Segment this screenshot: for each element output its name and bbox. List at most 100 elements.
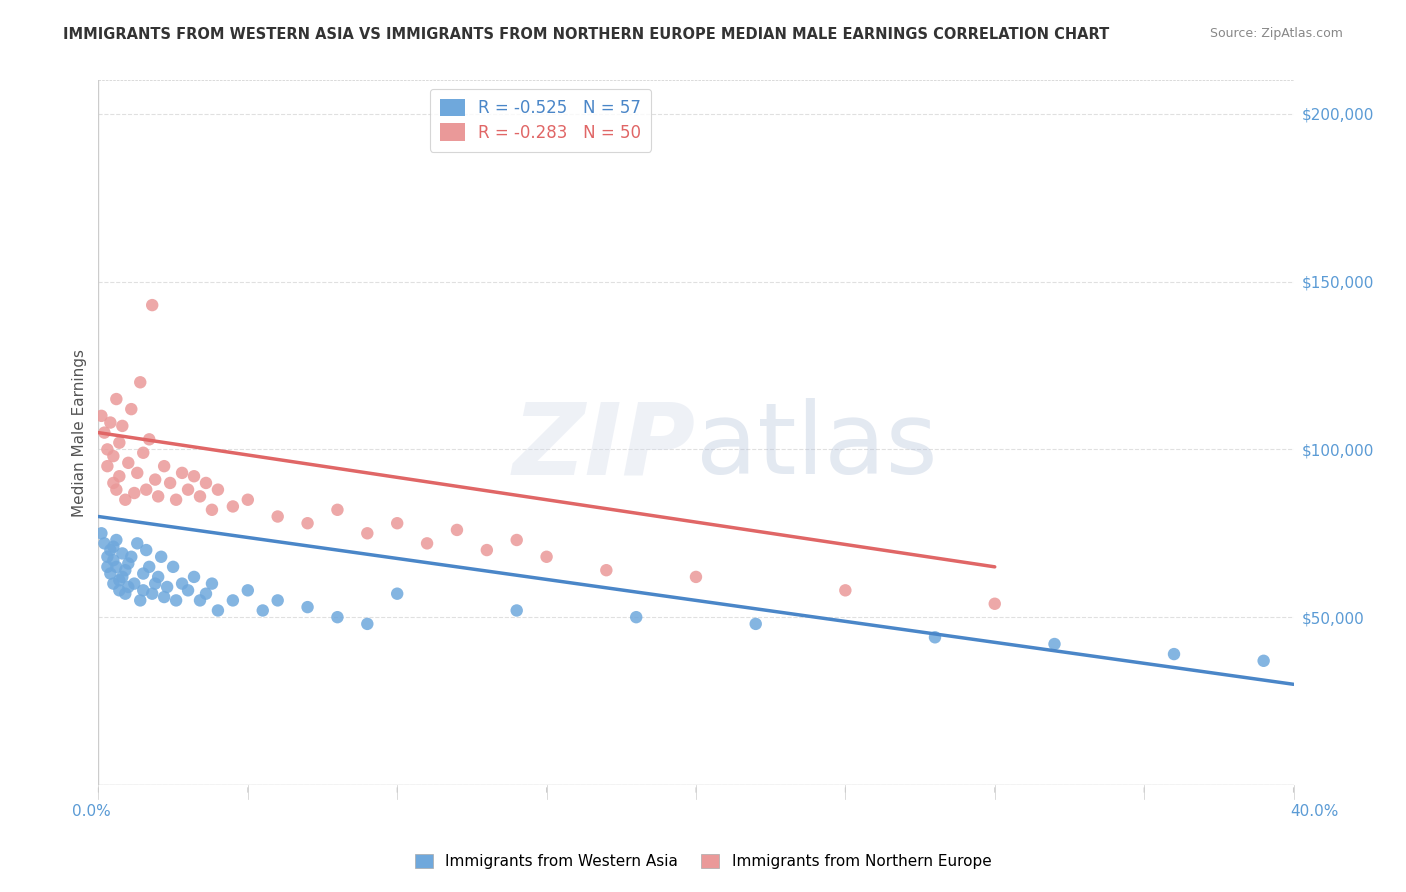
Point [135, 483, 157, 497]
Point [745, 616, 768, 631]
Point [165, 593, 187, 607]
Point [165, 492, 187, 507]
Point [150, 549, 173, 564]
Point [148, 570, 170, 584]
Point [356, 526, 378, 541]
Point [924, 630, 946, 644]
Point [141, 587, 163, 601]
Point [105, 559, 128, 574]
Point [153, 590, 176, 604]
Point [132, 446, 155, 460]
Point [236, 492, 259, 507]
Text: atlas: atlas [696, 398, 938, 495]
Point [108, 435, 131, 450]
Point [143, 473, 166, 487]
Point [148, 489, 170, 503]
Point [153, 459, 176, 474]
Point [103, 540, 125, 554]
Point [120, 402, 142, 417]
Point [105, 483, 128, 497]
Point [90, 526, 112, 541]
Point [117, 456, 139, 470]
Point [103, 449, 125, 463]
Point [132, 583, 155, 598]
Point [195, 475, 218, 490]
Point [132, 566, 155, 581]
Text: 40.0%: 40.0% [1291, 805, 1339, 819]
Point [446, 523, 468, 537]
Point [326, 503, 349, 517]
Y-axis label: Median Male Earnings: Median Male Earnings [72, 349, 87, 516]
Point [984, 597, 1007, 611]
Text: Source: ZipAtlas.com: Source: ZipAtlas.com [1209, 27, 1343, 40]
Point [626, 610, 648, 624]
Point [183, 469, 205, 483]
Point [356, 616, 378, 631]
Point [111, 418, 134, 433]
Point [162, 559, 184, 574]
Point [138, 559, 160, 574]
Legend: R = -0.525   N = 57, R = -0.283   N = 50: R = -0.525 N = 57, R = -0.283 N = 50 [430, 88, 651, 152]
Point [114, 492, 136, 507]
Point [1163, 647, 1185, 661]
Point [685, 570, 707, 584]
Point [114, 563, 136, 577]
Point [222, 500, 245, 514]
Point [135, 543, 157, 558]
Point [475, 543, 498, 558]
Legend: Immigrants from Western Asia, Immigrants from Northern Europe: Immigrants from Western Asia, Immigrants… [409, 848, 997, 875]
Point [1043, 637, 1066, 651]
Point [188, 593, 211, 607]
Point [108, 583, 131, 598]
Point [124, 486, 146, 500]
Point [127, 466, 149, 480]
Point [267, 509, 290, 524]
Point [188, 489, 211, 503]
Point [90, 409, 112, 423]
Point [93, 536, 115, 550]
Point [536, 549, 558, 564]
Point [201, 576, 224, 591]
Point [103, 576, 125, 591]
Point [385, 516, 409, 531]
Point [1253, 654, 1275, 668]
Point [98, 543, 122, 558]
Point [117, 557, 139, 571]
Point [506, 603, 529, 617]
Point [96, 559, 118, 574]
Point [108, 469, 131, 483]
Point [111, 570, 134, 584]
Point [297, 600, 319, 615]
Point [96, 549, 118, 564]
Point [129, 376, 152, 390]
Point [127, 536, 149, 550]
Point [156, 580, 179, 594]
Point [138, 433, 160, 447]
Point [595, 563, 617, 577]
Text: ZIP: ZIP [513, 398, 696, 495]
Point [98, 566, 122, 581]
Point [506, 533, 529, 547]
Point [117, 580, 139, 594]
Point [236, 583, 259, 598]
Point [177, 483, 200, 497]
Point [177, 583, 200, 598]
Point [103, 553, 125, 567]
Point [326, 610, 349, 624]
Point [96, 442, 118, 457]
Point [385, 587, 409, 601]
Point [172, 576, 194, 591]
Point [98, 416, 122, 430]
Point [103, 475, 125, 490]
Point [143, 576, 166, 591]
Point [201, 503, 224, 517]
Point [108, 574, 131, 588]
Point [195, 587, 218, 601]
Point [252, 603, 274, 617]
Point [834, 583, 856, 598]
Point [129, 593, 152, 607]
Point [105, 533, 128, 547]
Point [105, 392, 128, 406]
Point [93, 425, 115, 440]
Text: 0.0%: 0.0% [72, 805, 111, 819]
